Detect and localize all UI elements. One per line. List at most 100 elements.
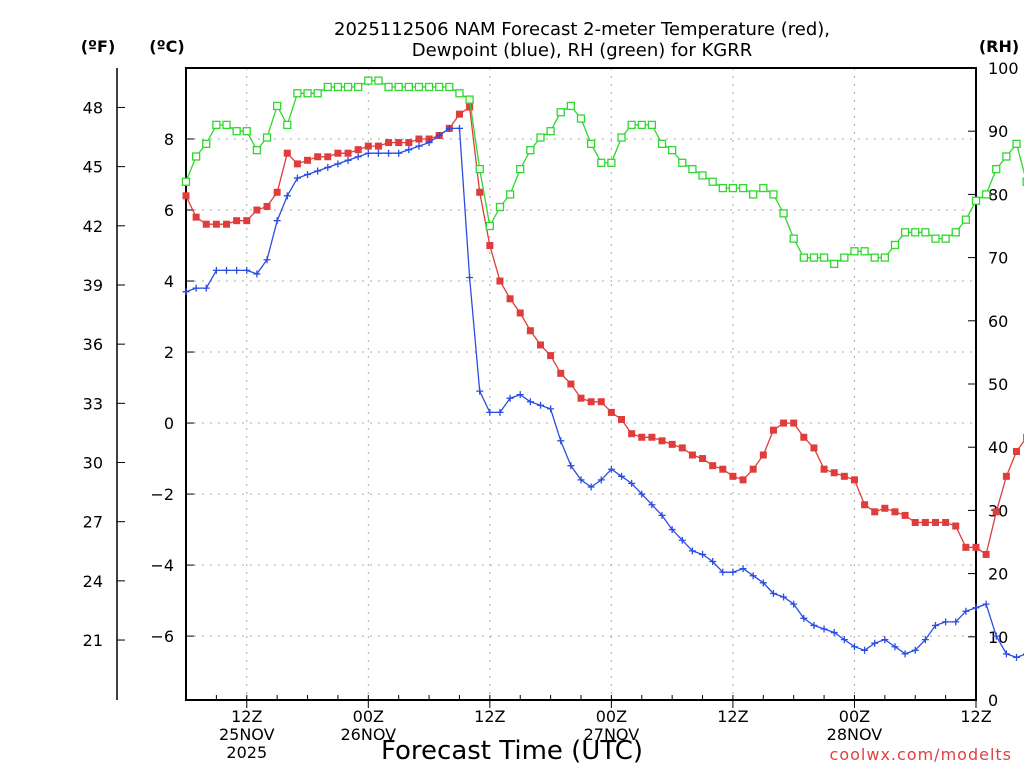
temperature-line: [185, 105, 1024, 556]
rh-point: [830, 259, 839, 269]
dewpoint-point: [496, 408, 504, 416]
dewpoint-point: [223, 266, 231, 274]
temperature-point: [972, 543, 980, 551]
rh-point: [900, 228, 910, 237]
celsius-tick-label: 8: [164, 130, 174, 149]
rh-point: [181, 177, 191, 186]
rh-tick-label: 0: [988, 691, 998, 710]
dewpoint-point: [942, 618, 950, 626]
rh-point: [992, 164, 1001, 174]
dewpoint-point: [385, 149, 393, 157]
rh-point: [202, 139, 211, 148]
temperature-point: [871, 508, 879, 516]
rh-point: [465, 95, 474, 104]
dewpoint-point: [688, 547, 696, 555]
dewpoint-point: [911, 646, 919, 654]
x-tick-label: 12Z: [231, 707, 262, 726]
rh-point: [364, 76, 373, 85]
rh-point: [536, 133, 545, 142]
rh-point: [931, 234, 940, 243]
temperature-point: [861, 501, 869, 509]
dewpoint-point: [212, 266, 220, 274]
x-tick-label: 25NOV: [219, 725, 275, 744]
temperature-point: [243, 217, 251, 225]
temperature-point: [223, 220, 231, 228]
dewpoint-point: [820, 625, 828, 633]
rh-point: [840, 253, 849, 262]
rh-point: [799, 253, 808, 262]
dewpoint-point: [486, 408, 494, 416]
fahrenheit-unit-label: (ºF): [81, 37, 116, 56]
dewpoint-point: [364, 149, 372, 157]
dewpoint-point: [263, 256, 271, 264]
temperature-point: [233, 217, 241, 225]
dewpoint-point: [283, 192, 291, 200]
temperature-point: [192, 213, 200, 221]
rh-unit-label: (RH): [979, 37, 1019, 56]
rh-point: [738, 183, 748, 193]
dewpoint-point: [334, 160, 342, 168]
temperature-point: [739, 476, 747, 484]
celsius-tick-label: 0: [164, 414, 174, 433]
plot-frame: [185, 67, 977, 701]
rh-point: [333, 82, 343, 92]
temperature-point: [293, 160, 301, 168]
temperature-point: [790, 419, 798, 427]
rh-point: [191, 152, 201, 161]
rh-point: [222, 120, 231, 130]
temperature-point: [628, 430, 636, 438]
rh-point: [597, 158, 606, 167]
temperature-point: [891, 508, 899, 516]
temperature-point: [425, 135, 433, 143]
dewpoint-point: [800, 614, 808, 622]
x-tick-label: 26NOV: [341, 725, 397, 744]
fahrenheit-tick-label: 45: [83, 158, 103, 177]
celsius-tick-label: −6: [150, 627, 174, 646]
temperature-point: [304, 156, 312, 164]
rh-point: [627, 120, 636, 130]
fahrenheit-tick-label: 27: [83, 513, 103, 532]
temperature-point: [506, 295, 514, 303]
rh-point: [961, 215, 971, 224]
rh-point: [354, 82, 363, 92]
rh-point: [242, 127, 251, 136]
dewpoint-point: [354, 153, 362, 161]
rh-point: [526, 146, 535, 155]
dewpoint-point: [597, 476, 605, 484]
rh-point: [1002, 152, 1011, 161]
celsius-tick-label: 2: [164, 343, 174, 362]
dewpoint-point: [901, 650, 909, 658]
dewpoint-point: [202, 284, 210, 292]
temperature-point: [962, 543, 970, 551]
rh-point: [759, 183, 768, 193]
rh-point: [404, 82, 413, 92]
x-tick-label: 27NOV: [584, 725, 640, 744]
temperature-point: [658, 437, 666, 445]
dewpoint-point: [830, 629, 838, 637]
rh-point: [283, 120, 292, 130]
dewpoint-point: [739, 565, 747, 573]
rh-point: [749, 190, 758, 199]
rh-point: [414, 82, 424, 92]
temperature-point: [638, 433, 646, 441]
celsius-tick-label: 4: [164, 272, 174, 291]
rh-point: [789, 234, 798, 243]
rh-point: [890, 240, 900, 250]
temperature-point: [942, 518, 950, 526]
rh-point: [860, 247, 869, 256]
temperature-point: [881, 504, 889, 512]
dewpoint-point: [344, 156, 352, 164]
dewpoint-point: [871, 639, 879, 647]
rh-tick-label: 90: [988, 122, 1008, 141]
rh-point: [323, 82, 332, 92]
celsius-tick-label: −2: [150, 485, 174, 504]
rh-point: [435, 82, 444, 92]
temperature-point: [597, 398, 605, 406]
x-tick-label: 12Z: [960, 707, 991, 726]
rh-point: [728, 183, 738, 193]
dewpoint-point: [1013, 653, 1021, 661]
rh-point: [293, 89, 302, 98]
rh-point: [708, 177, 717, 186]
chart-title-line1: 2025112506 NAM Forecast 2-meter Temperat…: [334, 19, 830, 40]
rh-point: [850, 247, 859, 256]
